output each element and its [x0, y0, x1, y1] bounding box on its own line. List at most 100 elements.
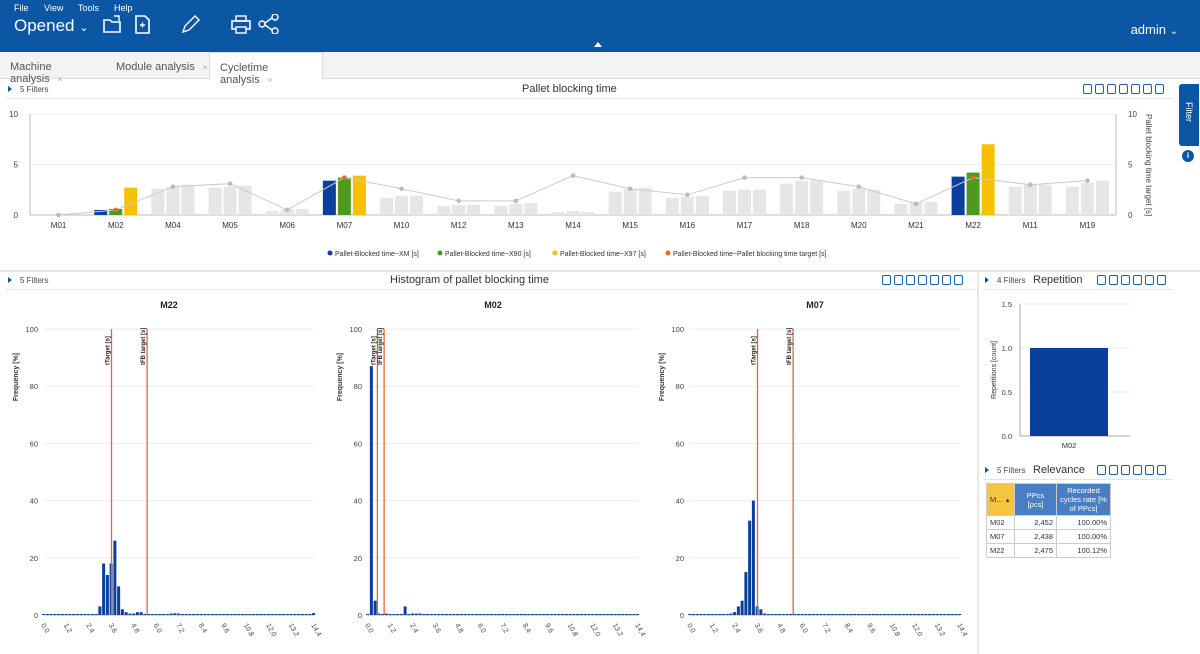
settings-icon[interactable]: [1109, 465, 1118, 475]
bar: [737, 189, 751, 215]
bar: [124, 187, 138, 215]
histogram-bar: [452, 614, 456, 615]
table-row[interactable]: M07 2,438 100.00%: [986, 529, 1111, 544]
menu-file[interactable]: File: [14, 3, 29, 13]
vline-label: tTarget [s]: [371, 336, 377, 365]
histogram-bar: [90, 614, 94, 615]
refresh-icon[interactable]: [1095, 84, 1104, 94]
print-icon[interactable]: [230, 14, 252, 34]
histogram-bar: [255, 614, 259, 615]
bar: [509, 203, 523, 215]
table-cell: M22: [986, 543, 1015, 558]
close-icon[interactable]: ×: [202, 63, 208, 72]
column-header-recorded-rate[interactable]: Recorded cycles rate [% of PPcs]: [1056, 483, 1111, 516]
expand-filters-icon[interactable]: [8, 86, 12, 92]
refresh-icon[interactable]: [894, 275, 903, 285]
zoom-icon[interactable]: [1157, 465, 1166, 475]
histogram-bar: [954, 614, 958, 615]
download-icon[interactable]: [1133, 465, 1142, 475]
download-icon[interactable]: [1133, 275, 1142, 285]
table-icon[interactable]: [1143, 84, 1152, 94]
menu-help[interactable]: Help: [114, 3, 133, 13]
zoom-icon[interactable]: [1155, 84, 1164, 94]
tab-machine-analysis[interactable]: Machine analysis ×: [0, 52, 106, 85]
repetition-chart: 0.0 0.5 1.0 1.5 Repetitions [count] M02: [991, 300, 1130, 450]
edit-icon[interactable]: [918, 275, 927, 285]
download-icon[interactable]: [1131, 84, 1140, 94]
vline-label: tTarget [s]: [752, 336, 758, 365]
export-icon[interactable]: [882, 275, 891, 285]
y-axis-label: Frequency [%]: [659, 353, 666, 401]
column-header-ppcs[interactable]: PPcs [pcs]: [1014, 483, 1057, 516]
filter-count[interactable]: 4 Filters: [997, 276, 1026, 285]
table-row[interactable]: M02 2,452 100.00%: [986, 515, 1111, 530]
export-icon[interactable]: [1083, 84, 1092, 94]
filter-count[interactable]: 5 Filters: [20, 85, 49, 94]
close-icon[interactable]: ×: [267, 76, 273, 85]
refresh-icon[interactable]: [1097, 465, 1106, 475]
menu-view[interactable]: View: [44, 3, 64, 13]
zoom-icon[interactable]: [1157, 275, 1166, 285]
table-icon[interactable]: [1145, 465, 1154, 475]
filter-side-label: Filter: [1184, 102, 1194, 122]
x-tick-label: M11: [1023, 221, 1039, 230]
table-icon[interactable]: [1145, 275, 1154, 285]
info-icon[interactable]: i: [1182, 150, 1194, 162]
filter-side-tab[interactable]: Filter: [1179, 84, 1199, 146]
collapse-toolbar-icon[interactable]: [594, 42, 602, 47]
opened-label: Opened: [14, 16, 75, 35]
x-tick-label: 4.8: [453, 623, 464, 635]
histogram-bar: [263, 614, 267, 615]
filter-count[interactable]: 5 Filters: [20, 276, 49, 285]
histogram-bar: [441, 614, 445, 615]
histogram-bar: [94, 614, 98, 615]
histogram-bar: [688, 614, 692, 615]
settings-icon[interactable]: [1109, 275, 1118, 285]
table-icon[interactable]: [942, 275, 951, 285]
settings-icon[interactable]: [906, 275, 915, 285]
zoom-icon[interactable]: [954, 275, 963, 285]
x-tick-label: 2.4: [84, 623, 95, 635]
histogram-bar: [83, 614, 87, 615]
tab-module-analysis[interactable]: Module analysis ×: [106, 52, 209, 79]
open-folder-icon[interactable]: [102, 14, 124, 34]
opened-dropdown[interactable]: Opened ⌄: [14, 16, 88, 36]
y-tick-label: 0.5: [1002, 388, 1012, 397]
edit-icon[interactable]: [1121, 275, 1130, 285]
bar: [524, 202, 538, 215]
column-header-machine[interactable]: M... ▲: [986, 483, 1015, 516]
expand-filters-icon[interactable]: [985, 467, 989, 473]
edit-icon[interactable]: [1119, 84, 1128, 94]
refresh-icon[interactable]: [1097, 275, 1106, 285]
histogram-bar: [542, 614, 546, 615]
histogram-bar: [143, 614, 147, 615]
target-point: [56, 212, 61, 218]
share-icon[interactable]: [258, 14, 280, 34]
x-tick-label: M14: [565, 221, 581, 230]
table-row[interactable]: M22 2,475 100.12%: [986, 543, 1111, 558]
pencil-icon[interactable]: [180, 14, 202, 34]
close-icon[interactable]: ×: [57, 75, 63, 84]
new-document-icon[interactable]: [132, 14, 154, 34]
bar: [395, 195, 409, 215]
histogram-bar: [293, 614, 297, 615]
sort-icon[interactable]: ▲: [1004, 498, 1011, 504]
user-menu[interactable]: admin ⌄: [1131, 22, 1178, 37]
filter-count[interactable]: 5 Filters: [997, 466, 1026, 475]
expand-filters-icon[interactable]: [985, 277, 989, 283]
legend-marker: [552, 250, 558, 256]
bar: [780, 183, 794, 215]
tab-cycletime-analysis[interactable]: Cycletime analysis ×: [209, 52, 323, 86]
settings-icon[interactable]: [1107, 84, 1116, 94]
expand-filters-icon[interactable]: [8, 277, 12, 283]
histogram-bar: [486, 614, 490, 615]
histogram-bar: [282, 614, 286, 615]
histogram-bar: [117, 586, 121, 615]
menu-tools[interactable]: Tools: [78, 3, 100, 13]
download-icon[interactable]: [930, 275, 939, 285]
histogram-bar: [68, 614, 72, 615]
histogram-bar: [444, 614, 448, 615]
bar: [909, 201, 923, 215]
edit-icon[interactable]: [1121, 465, 1130, 475]
bar: [94, 209, 108, 215]
